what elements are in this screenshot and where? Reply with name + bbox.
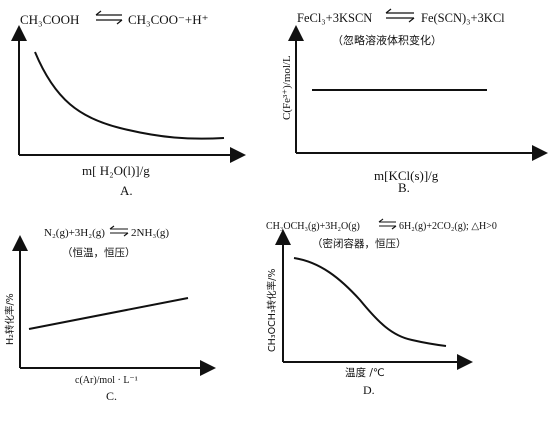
panel-b-equilibrium-arrows xyxy=(385,8,415,23)
panel-c-equation-left: N₂(g)+3H₂(g) xyxy=(44,227,105,239)
panel-b-note: （忽略溶液体积变化） xyxy=(332,33,442,47)
panel-d-caption: D. xyxy=(363,383,375,397)
panel-d-note: （密闭容器，恒压） xyxy=(312,237,407,250)
panel-c-xlabel: c(Ar)/mol · L⁻¹ xyxy=(75,375,138,386)
panel-b-equation-left: FeCl₃+3KSCN xyxy=(297,11,372,25)
panel-b: FeCl₃+3KSCN Fe(SCN)₃+3KCl （忽略溶液体积变化） C(F… xyxy=(281,8,548,195)
panel-a-curve xyxy=(34,51,225,140)
panel-a: CH₃COOH CH₃COO⁻+H⁺ m[ H₂O(l)]/g A. xyxy=(11,10,246,198)
panel-d-curve xyxy=(293,257,447,347)
panel-c-ylabel: H₂转化率/% xyxy=(4,293,16,345)
panel-d-equilibrium-arrows xyxy=(378,218,397,230)
panel-d-xlabel: 温度 /℃ xyxy=(345,366,385,379)
panel-b-caption: B. xyxy=(398,180,410,195)
panel-b-xlabel: m[KCl(s)]/g xyxy=(374,168,439,183)
panel-c-equilibrium-arrows xyxy=(109,225,129,237)
panel-c: N₂(g)+3H₂(g) 2NH₃(g) （恒温，恒压） H₂转化率/% c(A… xyxy=(4,225,216,403)
panel-a-xlabel: m[ H₂O(l)]/g xyxy=(82,163,150,178)
panel-a-caption: A. xyxy=(120,183,133,198)
panel-a-equation-right: CH₃COO⁻+H⁺ xyxy=(128,12,208,27)
panel-c-equation-right: 2NH₃(g) xyxy=(131,227,169,239)
panel-d-equation-right: 6H₂(g)+2CO₂(g); △H>0 xyxy=(399,221,497,232)
panel-b-equation-right: Fe(SCN)₃+3KCl xyxy=(421,11,505,25)
panel-d-equation-left: CH₃OCH₃(g)+3H₂O(g) xyxy=(266,221,360,232)
panel-c-note: （恒温，恒压） xyxy=(62,246,136,259)
panel-a-equilibrium-arrows xyxy=(95,10,123,25)
panel-a-equation-left: CH₃COOH xyxy=(20,12,79,27)
panel-c-line xyxy=(28,297,189,330)
panel-b-ylabel: C(Fe³⁺)/mol/L xyxy=(281,55,293,120)
panel-d: CH₃OCH₃(g)+3H₂O(g) 6H₂(g)+2CO₂(g); △H>0 … xyxy=(266,218,497,397)
panel-d-ylabel: CH₃OCH₃转化率/% xyxy=(266,269,278,352)
panel-c-caption: C. xyxy=(106,389,117,403)
